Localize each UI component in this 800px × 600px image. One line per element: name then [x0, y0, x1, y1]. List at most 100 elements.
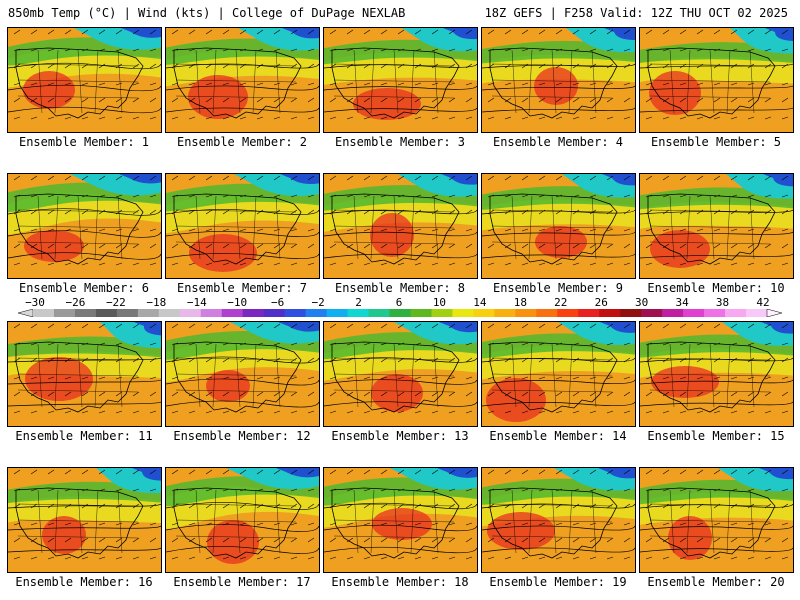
colorbar-swatch: [200, 309, 223, 317]
colorbar-swatch: [368, 309, 391, 317]
colorbar-swatch: [599, 309, 621, 317]
ensemble-member-label: Ensemble Member: 4: [492, 135, 624, 149]
ensemble-map-10: [639, 173, 794, 279]
ensemble-map-17: [165, 467, 320, 573]
ensemble-member-label: Ensemble Member: 10: [647, 281, 785, 295]
colorbar-tick-label: 22: [554, 296, 568, 309]
ensemble-member-label: Ensemble Member: 2: [176, 135, 308, 149]
colorbar-swatch: [158, 309, 181, 317]
ensemble-map-8: [323, 173, 478, 279]
colorbar-swatch: [578, 309, 600, 317]
temperature-colorbar: [18, 309, 782, 317]
ensemble-member-label: Ensemble Member: 11: [15, 429, 153, 443]
temperature-map-6: [8, 174, 161, 278]
colorbar-tick-label: −22: [105, 296, 126, 309]
temperature-map-12: [166, 322, 319, 426]
ensemble-member-label: Ensemble Member: 12: [173, 429, 311, 443]
colorbar-swatch: [662, 309, 684, 317]
colorbar-swatch: [53, 309, 76, 317]
temperature-map-1: [8, 28, 161, 132]
ensemble-member-label: Ensemble Member: 6: [18, 281, 150, 295]
colorbar-swatch: [704, 309, 726, 317]
colorbar-swatch: [494, 309, 516, 317]
colorbar-tick-label: −10: [227, 296, 248, 309]
colorbar-tick-label: −30: [25, 296, 45, 309]
ensemble-member-label: Ensemble Member: 14: [489, 429, 627, 443]
colorbar-swatch: [116, 309, 139, 317]
ensemble-map-1: [7, 27, 162, 133]
temperature-map-11: [8, 322, 161, 426]
colorbar-swatch: [74, 309, 97, 317]
colorbar-swatch: [410, 309, 432, 317]
colorbar-swatch: [431, 309, 453, 317]
colorbar-swatch: [284, 309, 307, 317]
temperature-map-9: [482, 174, 635, 278]
colorbar-swatch: [746, 309, 768, 317]
ensemble-map-4: [481, 27, 636, 133]
ensemble-map-16: [7, 467, 162, 573]
ensemble-map-11: [7, 321, 162, 427]
colorbar-tick-label: 18: [513, 296, 527, 309]
ensemble-map-6: [7, 173, 162, 279]
ensemble-map-20: [639, 467, 794, 573]
ensemble-map-15: [639, 321, 794, 427]
temperature-map-13: [324, 322, 477, 426]
colorbar-tick-label: −26: [65, 296, 86, 309]
colorbar-tick-label: −2: [311, 296, 325, 309]
temperature-map-3: [324, 28, 477, 132]
colorbar-tick-label: 10: [432, 296, 447, 309]
ensemble-member-label: Ensemble Member: 1: [18, 135, 150, 149]
colorbar-tick-label: 42: [756, 296, 770, 309]
colorbar-swatch: [305, 309, 328, 317]
ensemble-member-label: Ensemble Member: 13: [331, 429, 469, 443]
colorbar-swatch: [641, 309, 663, 317]
temperature-map-16: [8, 468, 161, 572]
ensemble-map-12: [165, 321, 320, 427]
ensemble-map-5: [639, 27, 794, 133]
ensemble-member-label: Ensemble Member: 16: [15, 575, 153, 589]
colorbar-tick-label: 6: [395, 296, 403, 309]
colorbar-swatch: [683, 309, 705, 317]
temperature-map-10: [640, 174, 793, 278]
colorbar-swatch: [263, 309, 286, 317]
colorbar-swatch: [515, 309, 537, 317]
colorbar-tick-label: 34: [675, 296, 689, 309]
colorbar-tick-label: −6: [271, 296, 285, 309]
ensemble-member-label: Ensemble Member: 19: [489, 575, 627, 589]
run-valid-time: 18Z GEFS | F258 Valid: 12Z THU OCT 02 20…: [484, 6, 788, 20]
ensemble-member-label: Ensemble Member: 7: [176, 281, 308, 295]
ensemble-map-19: [481, 467, 636, 573]
ensemble-member-label: Ensemble Member: 20: [647, 575, 785, 589]
ensemble-member-label: Ensemble Member: 3: [334, 135, 466, 149]
ensemble-map-7: [165, 173, 320, 279]
ensemble-map-3: [323, 27, 478, 133]
colorbar-tick-label: 2: [355, 296, 362, 309]
ensemble-map-14: [481, 321, 636, 427]
colorbar-tick-label: −18: [146, 296, 167, 309]
temperature-map-15: [640, 322, 793, 426]
ensemble-map-9: [481, 173, 636, 279]
temperature-map-19: [482, 468, 635, 572]
chart-title: 850mb Temp (°C) | Wind (kts) | College o…: [8, 6, 406, 20]
colorbar-swatch: [137, 309, 160, 317]
ensemble-member-label: Ensemble Member: 18: [331, 575, 469, 589]
temperature-map-5: [640, 28, 793, 132]
ensemble-map-2: [165, 27, 320, 133]
ensemble-member-label: Ensemble Member: 8: [334, 281, 466, 295]
colorbar-tick-label: 30: [635, 296, 649, 309]
colorbar-swatch: [473, 309, 495, 317]
temperature-map-4: [482, 28, 635, 132]
temperature-map-2: [166, 28, 319, 132]
temperature-map-7: [166, 174, 319, 278]
colorbar-tick-label: 14: [473, 296, 487, 309]
ensemble-member-label: Ensemble Member: 17: [173, 575, 311, 589]
colorbar-swatch: [620, 309, 642, 317]
colorbar-tick-label: 38: [715, 296, 730, 309]
ensemble-member-label: Ensemble Member: 5: [650, 135, 782, 149]
colorbar-swatch: [179, 309, 202, 317]
colorbar-tick-label: −14: [186, 296, 207, 309]
temperature-map-14: [482, 322, 635, 426]
ensemble-member-label: Ensemble Member: 15: [647, 429, 785, 443]
colorbar-swatch: [536, 309, 558, 317]
colorbar-swatch: [452, 309, 474, 317]
